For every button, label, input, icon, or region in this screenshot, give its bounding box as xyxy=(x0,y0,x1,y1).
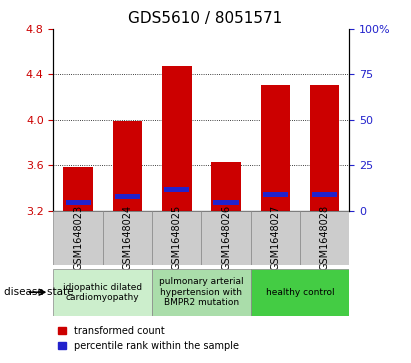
Text: disease state: disease state xyxy=(4,287,74,297)
FancyBboxPatch shape xyxy=(300,211,349,265)
Bar xyxy=(113,121,142,211)
Bar xyxy=(211,162,241,211)
FancyBboxPatch shape xyxy=(251,269,349,316)
Text: GSM1648027: GSM1648027 xyxy=(270,205,280,270)
FancyBboxPatch shape xyxy=(103,211,152,265)
Text: GSM1648028: GSM1648028 xyxy=(320,205,330,270)
FancyBboxPatch shape xyxy=(53,269,152,316)
Text: GSM1648025: GSM1648025 xyxy=(172,205,182,270)
FancyBboxPatch shape xyxy=(152,269,251,316)
Text: GSM1648023: GSM1648023 xyxy=(73,205,83,270)
Legend: transformed count, percentile rank within the sample: transformed count, percentile rank withi… xyxy=(58,326,239,351)
Bar xyxy=(261,85,290,211)
FancyBboxPatch shape xyxy=(53,211,103,265)
Bar xyxy=(63,167,93,211)
Text: GSM1648024: GSM1648024 xyxy=(122,205,132,270)
Bar xyxy=(115,194,140,200)
Bar xyxy=(263,192,288,197)
Text: healthy control: healthy control xyxy=(266,288,334,297)
Bar xyxy=(162,66,192,211)
FancyBboxPatch shape xyxy=(201,211,251,265)
Bar xyxy=(310,85,339,211)
Bar xyxy=(65,200,91,205)
Bar xyxy=(164,187,189,192)
Bar xyxy=(213,200,239,205)
FancyBboxPatch shape xyxy=(251,211,300,265)
Text: GDS5610 / 8051571: GDS5610 / 8051571 xyxy=(128,11,283,26)
FancyBboxPatch shape xyxy=(152,211,201,265)
Text: pulmonary arterial
hypertension with
BMPR2 mutation: pulmonary arterial hypertension with BMP… xyxy=(159,277,244,307)
Bar xyxy=(312,192,337,197)
Text: GSM1648026: GSM1648026 xyxy=(221,205,231,270)
Text: idiopathic dilated
cardiomyopathy: idiopathic dilated cardiomyopathy xyxy=(63,282,142,302)
